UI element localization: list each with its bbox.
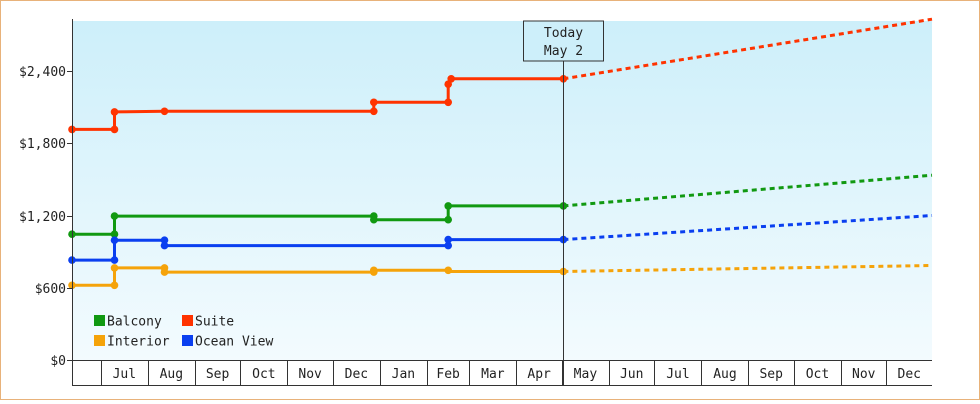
data-point-suite[interactable] xyxy=(444,98,453,107)
data-point-suite[interactable] xyxy=(370,98,378,107)
x-tick-label: Jun xyxy=(620,367,643,382)
today-label: Today xyxy=(544,26,583,41)
x-tick-label: Feb xyxy=(436,367,460,382)
x-tick-label: Sep xyxy=(206,367,230,382)
data-point-balcony[interactable] xyxy=(444,202,453,210)
x-tick-label: Jan xyxy=(392,367,415,382)
x-tick-label: Aug xyxy=(160,367,183,382)
axes: $0 $600 $1,200 $1,800 $2,400 Jul Aug Sep Oct Nov D… xyxy=(19,19,932,386)
x-tick-label: Jul xyxy=(666,367,689,382)
data-point-balcony[interactable] xyxy=(110,212,119,220)
data-point-ocean-view[interactable] xyxy=(110,256,119,264)
forecast-line-ocean-view xyxy=(563,214,933,242)
data-point-ocean-view[interactable] xyxy=(160,236,169,244)
legend-label: Balcony xyxy=(107,315,162,330)
y-tick-label: $600 xyxy=(35,282,66,297)
legend: Balcony Suite Interior Ocean View xyxy=(94,315,273,350)
series-layer xyxy=(68,17,933,290)
legend-item-balcony[interactable]: Balcony xyxy=(94,315,162,330)
series-interior xyxy=(68,264,933,290)
legend-swatch xyxy=(94,315,105,326)
data-point-interior[interactable] xyxy=(370,266,378,275)
data-point-ocean-view[interactable] xyxy=(160,241,169,250)
data-point-balcony[interactable] xyxy=(444,215,453,224)
data-point-balcony[interactable] xyxy=(370,215,378,224)
today-date-label: May 2 xyxy=(544,44,583,59)
x-tick-label: Sep xyxy=(759,367,783,382)
x-tick-label: Dec xyxy=(345,367,368,382)
x-tick-label: May xyxy=(574,367,598,382)
today-label-box xyxy=(523,20,604,62)
legend-swatch xyxy=(94,335,105,346)
legend-label: Ocean View xyxy=(195,335,273,350)
data-point-suite[interactable] xyxy=(447,75,456,83)
y-tick-label: $2,400 xyxy=(19,65,66,80)
data-point-suite[interactable] xyxy=(160,107,169,116)
plot-background xyxy=(72,21,932,360)
data-point-interior[interactable] xyxy=(160,268,169,276)
today-marker: Today May 2 xyxy=(523,20,604,385)
legend-swatch xyxy=(182,335,193,346)
y-tick-label: $1,800 xyxy=(19,137,66,152)
x-tick-label: Apr xyxy=(527,367,551,382)
legend-label: Suite xyxy=(195,315,234,330)
legend-item-interior[interactable]: Interior xyxy=(94,335,170,350)
x-tick-label: Nov xyxy=(852,367,876,382)
data-point-ocean-view[interactable] xyxy=(444,235,453,244)
data-point-ocean-view[interactable] xyxy=(444,241,453,250)
y-tick-label: $0 xyxy=(50,354,66,369)
forecast-line-balcony xyxy=(563,173,933,208)
y-tick-label: $1,200 xyxy=(19,210,66,225)
legend-item-suite[interactable]: Suite xyxy=(182,315,234,330)
data-point-balcony[interactable] xyxy=(110,230,119,238)
series-suite xyxy=(68,17,933,134)
x-tick-label: Aug xyxy=(713,367,736,382)
forecast-line-interior xyxy=(563,264,933,273)
series-ocean-view xyxy=(68,214,933,264)
data-point-ocean-view[interactable] xyxy=(110,236,119,244)
x-tick-label: Mar xyxy=(481,367,505,382)
x-tick-label: Jul xyxy=(113,367,136,382)
legend-swatch xyxy=(182,315,193,326)
x-tick-label: Oct xyxy=(806,367,829,382)
data-point-suite[interactable] xyxy=(110,125,119,134)
x-tick-label: Dec xyxy=(898,367,921,382)
data-point-interior[interactable] xyxy=(444,266,453,275)
x-tick-label: Nov xyxy=(298,367,322,382)
x-tick-label: Oct xyxy=(252,367,275,382)
legend-item-ocean-view[interactable]: Ocean View xyxy=(182,335,273,350)
data-point-interior[interactable] xyxy=(110,281,119,290)
data-point-suite[interactable] xyxy=(110,108,119,116)
legend-label: Interior xyxy=(107,335,170,350)
data-point-interior[interactable] xyxy=(110,264,119,272)
data-point-suite[interactable] xyxy=(370,107,378,116)
